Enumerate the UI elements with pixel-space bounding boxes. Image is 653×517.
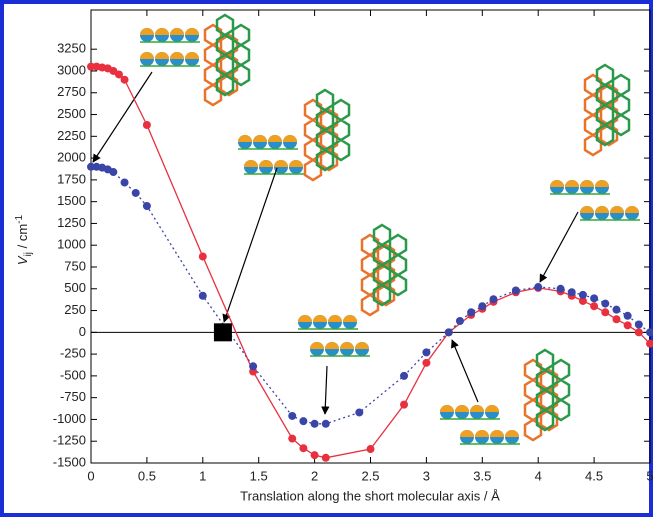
x-tick-label: 1 bbox=[199, 468, 206, 483]
data-point bbox=[249, 362, 257, 370]
y-tick-label: 2000 bbox=[57, 150, 86, 165]
x-tick-label: 1.5 bbox=[250, 468, 268, 483]
data-point bbox=[422, 359, 430, 367]
y-tick-label: 1250 bbox=[57, 215, 86, 230]
y-label-sup: -1 bbox=[14, 214, 25, 223]
y-tick-label: 250 bbox=[64, 302, 86, 317]
data-point bbox=[612, 306, 620, 314]
data-point bbox=[367, 445, 375, 453]
y-tick-label: 2250 bbox=[57, 128, 86, 143]
data-point bbox=[400, 372, 408, 380]
series-line bbox=[91, 67, 650, 458]
data-point bbox=[288, 435, 296, 443]
y-label-unit: / cm bbox=[15, 224, 30, 252]
y-tick-label: 750 bbox=[64, 258, 86, 273]
y-tick-label: -250 bbox=[60, 346, 86, 361]
crossing-marker bbox=[214, 323, 232, 341]
data-point bbox=[534, 283, 542, 291]
data-point bbox=[322, 420, 330, 428]
x-tick-label: 3 bbox=[423, 468, 430, 483]
data-point bbox=[601, 308, 609, 316]
data-point bbox=[400, 401, 408, 409]
data-point bbox=[557, 285, 565, 293]
data-point bbox=[121, 178, 129, 186]
y-tick-label: 500 bbox=[64, 280, 86, 295]
data-point bbox=[601, 300, 609, 308]
x-tick-label: 2.5 bbox=[361, 468, 379, 483]
data-point bbox=[467, 308, 475, 316]
data-point bbox=[355, 408, 363, 416]
data-point bbox=[635, 320, 643, 328]
y-tick-label: -500 bbox=[60, 367, 86, 382]
data-point bbox=[143, 121, 151, 129]
y-tick-label: 1750 bbox=[57, 171, 86, 186]
y-tick-label: -750 bbox=[60, 389, 86, 404]
data-point bbox=[646, 328, 653, 336]
data-point bbox=[322, 454, 330, 462]
data-point bbox=[422, 348, 430, 356]
chart: Translation along the short molecular ax… bbox=[0, 0, 653, 517]
data-point bbox=[199, 292, 207, 300]
x-tick-label: 4 bbox=[535, 468, 542, 483]
frame-border bbox=[2, 2, 651, 515]
data-point bbox=[109, 168, 117, 176]
data-point bbox=[311, 451, 319, 459]
data-point bbox=[299, 417, 307, 425]
y-tick-label: -1000 bbox=[53, 411, 86, 426]
data-point bbox=[590, 294, 598, 302]
data-point bbox=[445, 328, 453, 336]
illustrations bbox=[93, 15, 640, 444]
y-tick-label: 1500 bbox=[57, 193, 86, 208]
data-point bbox=[568, 288, 576, 296]
data-point bbox=[478, 302, 486, 310]
data-point bbox=[579, 291, 587, 299]
data-point bbox=[512, 287, 520, 295]
data-point bbox=[456, 317, 464, 325]
y-axis-label: Vij / cm-1 bbox=[14, 214, 34, 265]
y-tick-label: 2500 bbox=[57, 106, 86, 121]
data-point bbox=[624, 321, 632, 329]
x-tick-label: 4.5 bbox=[585, 468, 603, 483]
data-point bbox=[143, 202, 151, 210]
x-tick-label: 0 bbox=[87, 468, 94, 483]
data-point bbox=[489, 295, 497, 303]
data-point bbox=[590, 302, 598, 310]
x-tick-label: 2 bbox=[311, 468, 318, 483]
x-axis-label: Translation along the short molecular ax… bbox=[240, 488, 500, 503]
y-tick-label: 3250 bbox=[57, 41, 86, 56]
y-tick-label: 0 bbox=[79, 324, 86, 339]
data-point bbox=[199, 253, 207, 261]
x-tick-label: 0.5 bbox=[138, 468, 156, 483]
y-tick-label: 2750 bbox=[57, 84, 86, 99]
data-point bbox=[121, 76, 129, 84]
y-tick-label: 3000 bbox=[57, 62, 86, 77]
y-tick-label: 1000 bbox=[57, 237, 86, 252]
y-tick-label: -1250 bbox=[53, 433, 86, 448]
data-point bbox=[299, 444, 307, 452]
x-tick-label: 3.5 bbox=[473, 468, 491, 483]
data-point bbox=[132, 189, 140, 197]
data-point bbox=[612, 315, 620, 323]
data-point bbox=[635, 328, 643, 336]
y-tick-label: -1500 bbox=[53, 454, 86, 469]
data-point bbox=[624, 312, 632, 320]
data-point bbox=[311, 420, 319, 428]
x-tick-label: 5 bbox=[646, 468, 653, 483]
data-point bbox=[288, 412, 296, 420]
